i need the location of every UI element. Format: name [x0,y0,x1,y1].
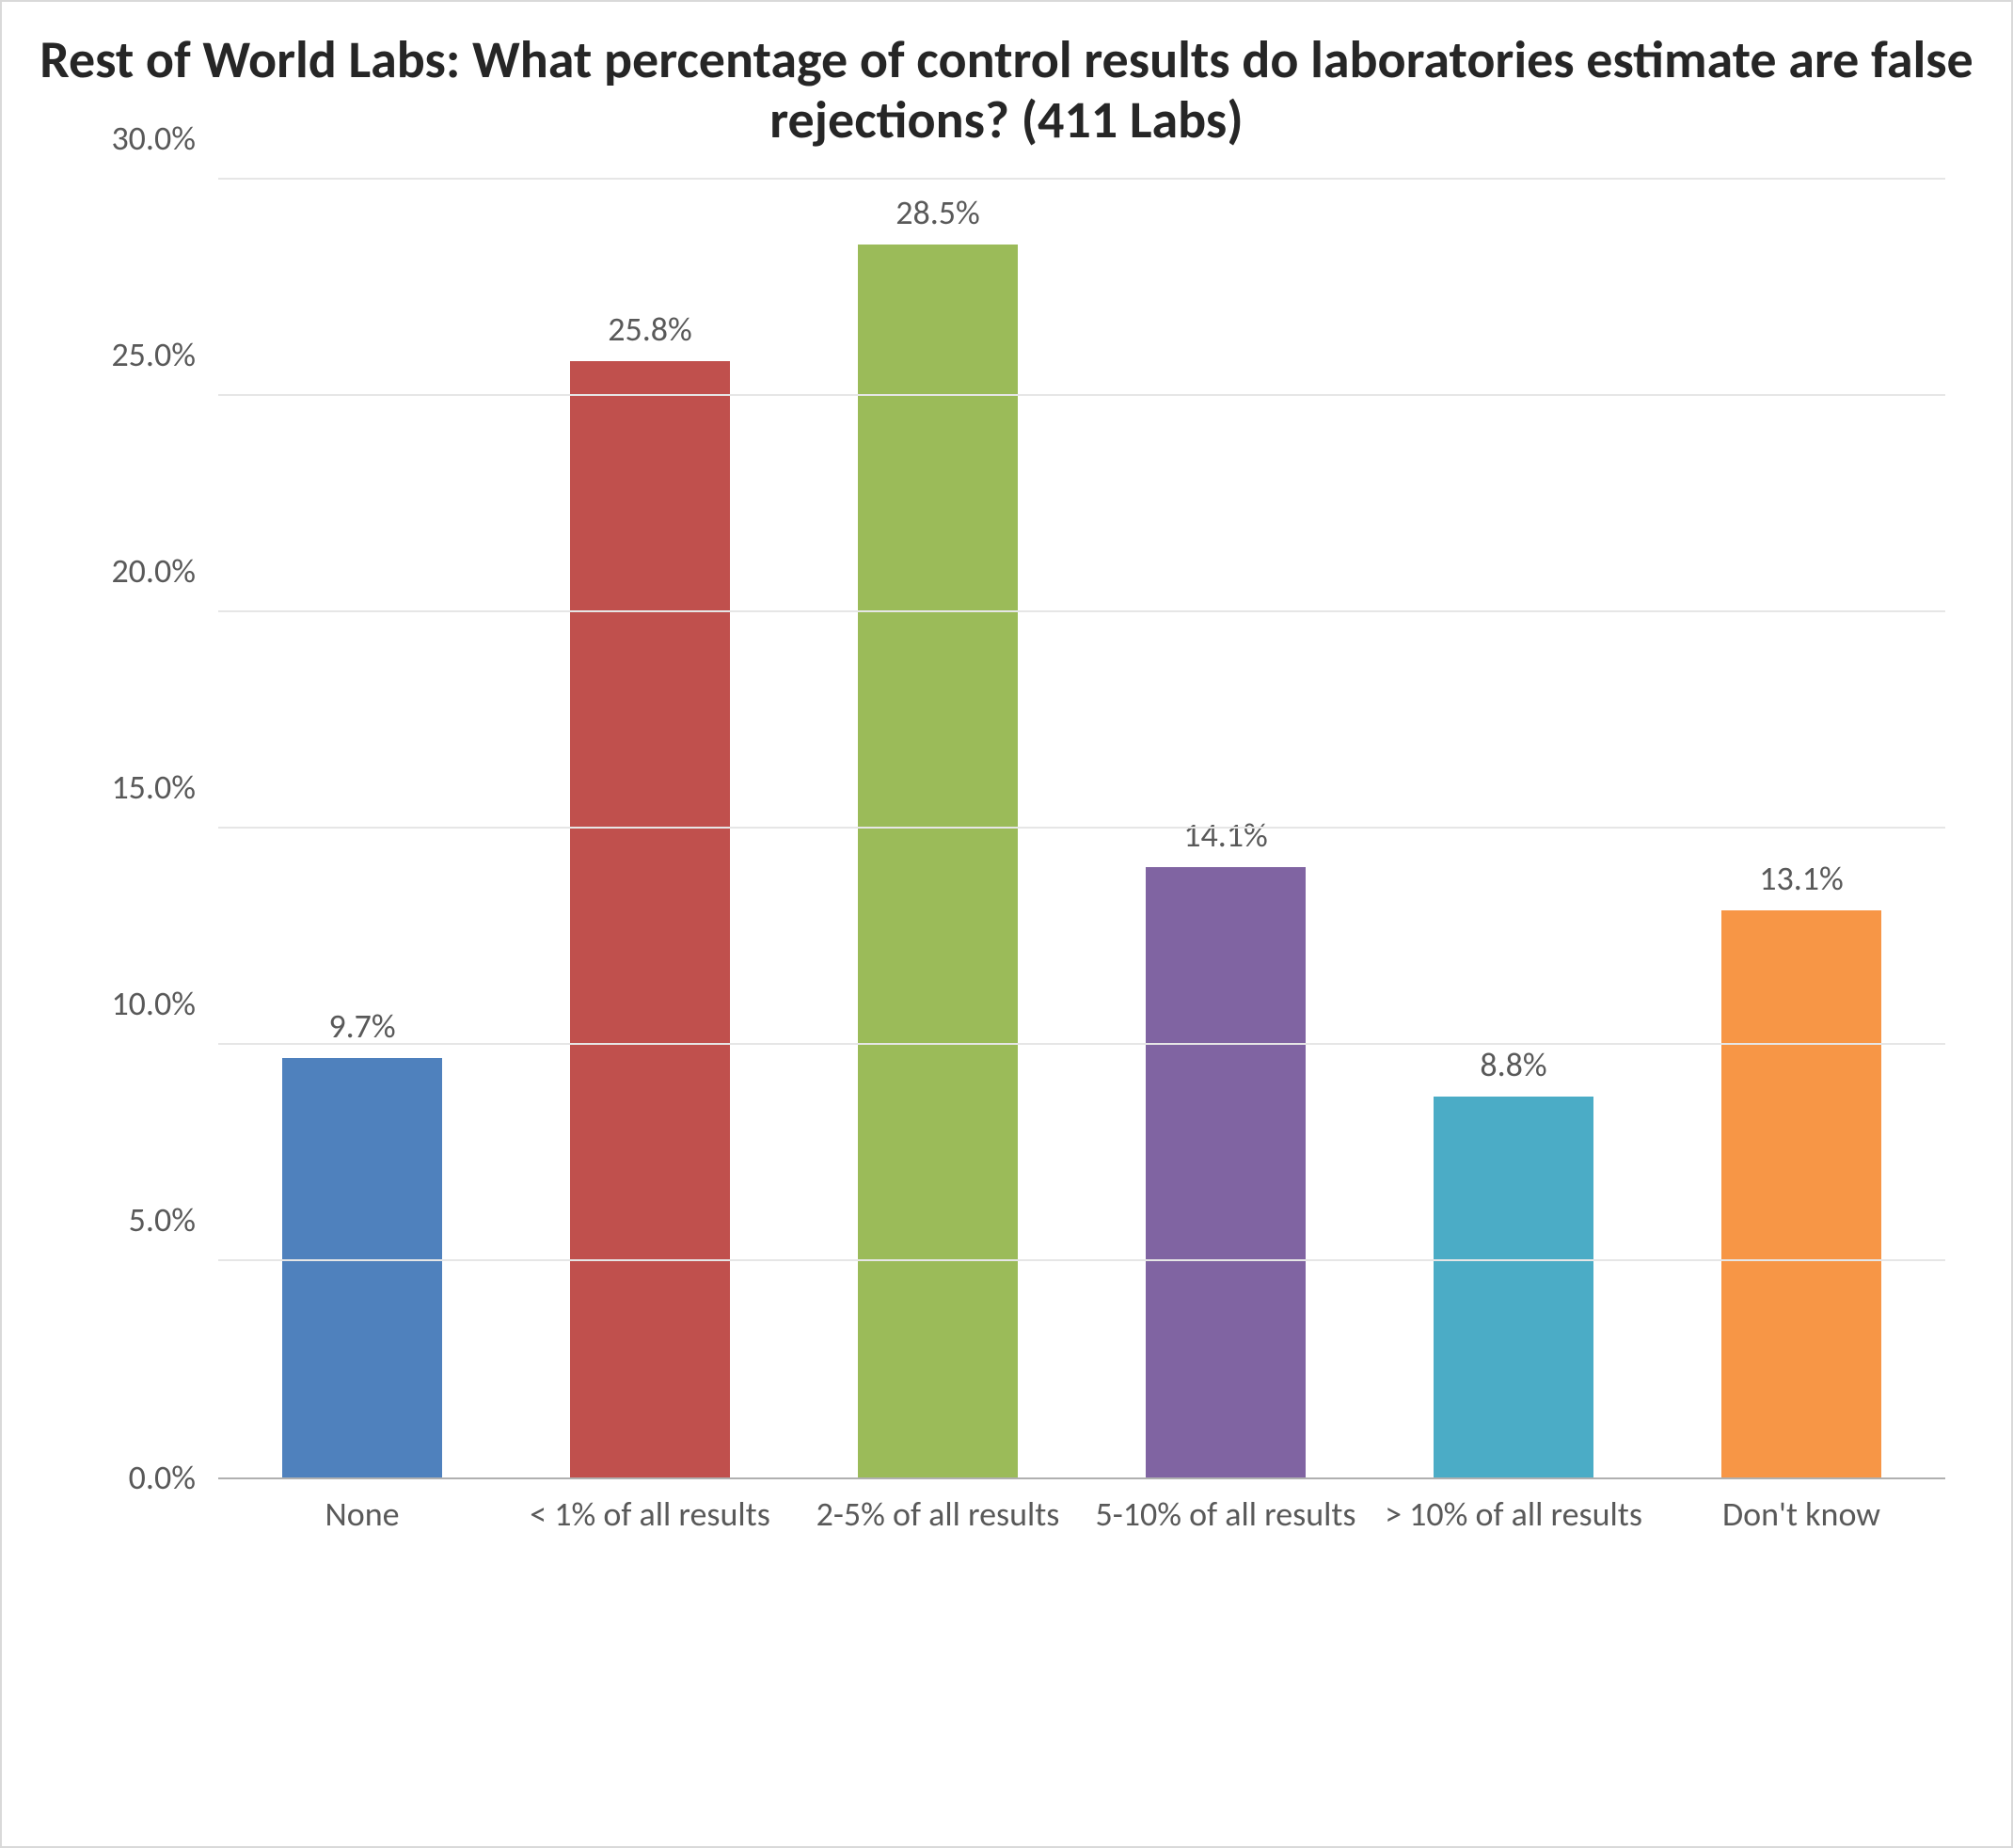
bar-slot: 13.1% [1657,180,1945,1477]
bar: 14.1% [1146,867,1306,1477]
bar-value-label: 14.1% [1183,814,1268,856]
bar: 9.7% [282,1058,442,1477]
y-tick-label: 15.0% [111,766,218,808]
bar: 13.1% [1721,910,1881,1477]
bar-value-label: 8.8% [1480,1044,1546,1085]
gridline [218,1043,1945,1045]
bar-slot: 8.8% [1370,180,1657,1477]
bar: 25.8% [570,361,730,1477]
bar-value-label: 9.7% [328,1005,395,1047]
x-axis: None< 1% of all results2-5% of all resul… [218,1494,1945,1535]
bar-slot: 14.1% [1082,180,1370,1477]
bar-slot: 28.5% [794,180,1082,1477]
x-tick-label: > 10% of all results [1370,1494,1657,1535]
bar-slot: 25.8% [506,180,794,1477]
gridline [218,827,1945,829]
bar: 8.8% [1434,1097,1593,1477]
bars-group: 9.7% 25.8% 28.5% 14.1% 8.8% 13.1% [218,180,1945,1477]
chart-container: Rest of World Labs: What percentage of c… [0,0,2013,1848]
y-tick-label: 10.0% [111,983,218,1024]
gridline [218,394,1945,396]
gridline [218,610,1945,612]
chart-title: Rest of World Labs: What percentage of c… [30,30,1983,151]
plot-area: 9.7%25.8%28.5%14.1%8.8%13.1% 0.0% 5.0%10… [218,180,1945,1479]
gridline [218,178,1945,180]
bar-value-label: 28.5% [896,192,980,233]
x-tick-label: 2-5% of all results [794,1494,1082,1535]
y-tick-label: 0.0% [129,1457,218,1498]
gridline [218,1259,1945,1261]
y-tick-label: 25.0% [111,334,218,375]
bar-slot: 9.7% [218,180,506,1477]
x-tick-label: 5-10% of all results [1082,1494,1370,1535]
x-tick-label: < 1% of all results [506,1494,794,1535]
x-tick-label: Don't know [1657,1494,1945,1535]
x-tick-label: None [218,1494,506,1535]
bar-value-label: 25.8% [608,308,692,350]
bar-value-label: 13.1% [1759,858,1844,899]
bar: 28.5% [858,245,1018,1477]
plot-wrap: 9.7%25.8%28.5%14.1%8.8%13.1% 0.0% 5.0%10… [218,180,1945,1535]
y-tick-label: 20.0% [111,550,218,592]
y-tick-label: 30.0% [111,118,218,159]
y-tick-label: 5.0% [129,1199,218,1240]
